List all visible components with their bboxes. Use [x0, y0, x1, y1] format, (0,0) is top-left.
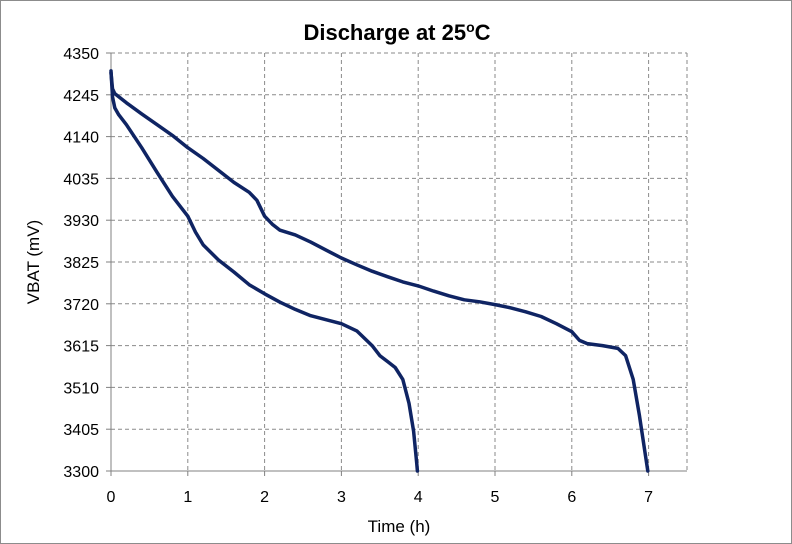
x-tick-label: 4 [414, 489, 423, 506]
x-tick-label: 5 [491, 489, 500, 506]
grid-layer [111, 52, 688, 471]
chart-title-superscript: o [466, 19, 475, 35]
x-axis-label: Time (h) [368, 517, 431, 536]
series-layer [109, 69, 650, 473]
y-tick-label: 3300 [63, 464, 99, 481]
chart-title: Discharge at 25oC [303, 19, 490, 45]
y-tick-label: 3825 [63, 255, 99, 272]
x-tick-label: 7 [644, 489, 653, 506]
y-axis-label: VBAT (mV) [24, 220, 43, 304]
y-tick-label: 4245 [63, 88, 99, 105]
x-tick-label: 6 [567, 489, 576, 506]
x-tick-label: 0 [107, 489, 116, 506]
y-tick-label: 4035 [63, 171, 99, 188]
series-line-2 [109, 71, 650, 473]
axis-layer [106, 52, 687, 476]
y-tick-label: 3510 [63, 380, 99, 397]
tick-layer: 3300340535103615372038253930403541404245… [63, 46, 653, 506]
y-tick-label: 3720 [63, 297, 99, 314]
y-tick-label: 3615 [63, 339, 99, 356]
y-tick-label: 4350 [63, 46, 99, 63]
series-line-1 [109, 69, 420, 473]
y-tick-label: 4140 [63, 130, 99, 147]
x-tick-label: 1 [183, 489, 192, 506]
x-tick-label: 3 [337, 489, 346, 506]
y-tick-label: 3405 [63, 422, 99, 439]
chart-title-suffix: C [475, 20, 491, 45]
y-tick-label: 3930 [63, 213, 99, 230]
x-tick-label: 2 [260, 489, 269, 506]
chart-title-main: Discharge at 25 [303, 20, 466, 45]
